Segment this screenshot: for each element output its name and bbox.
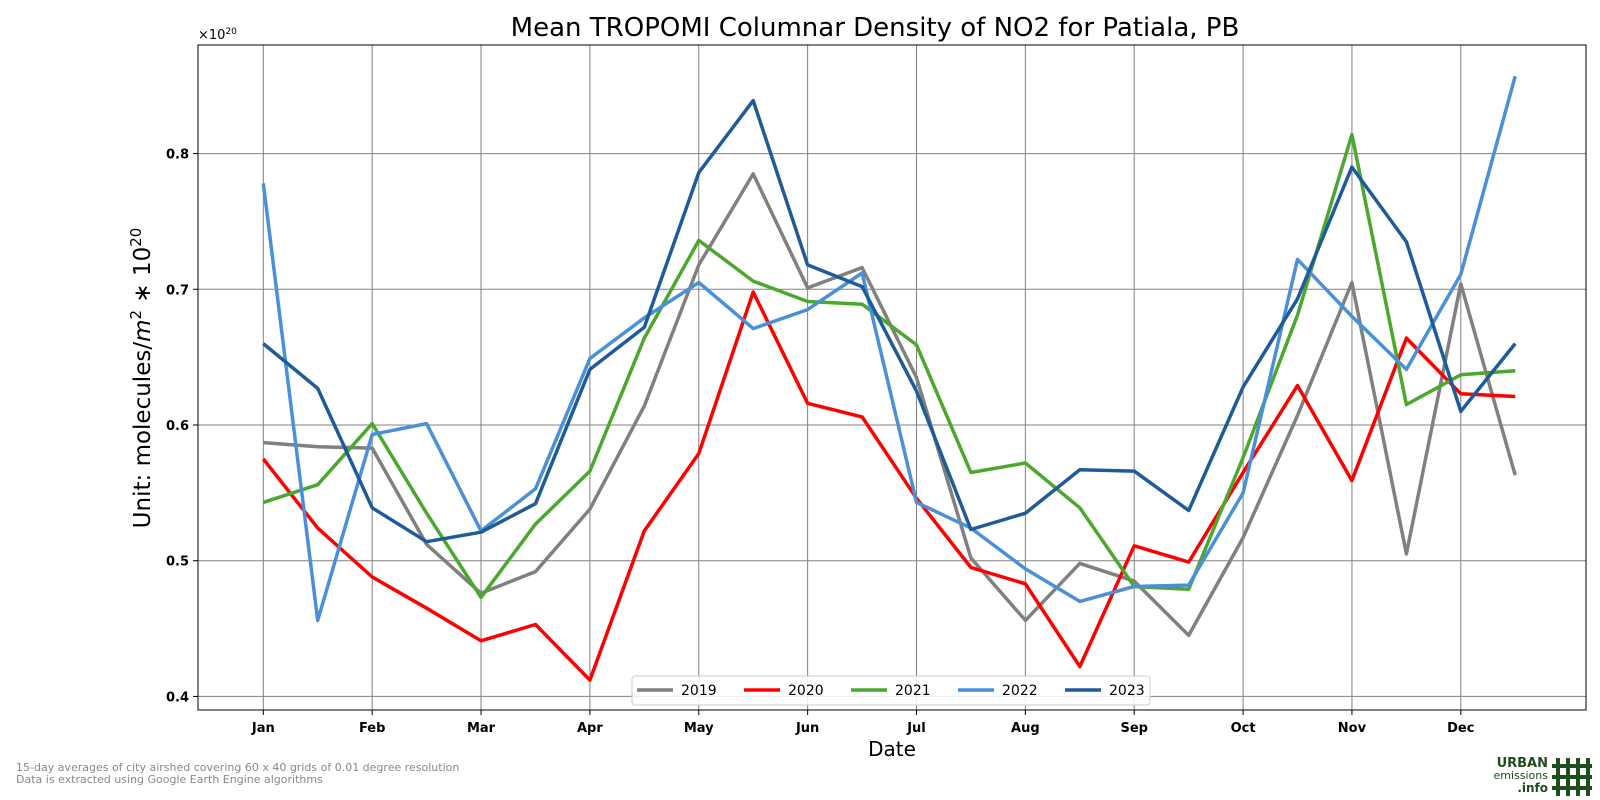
x-tick-label: Sep bbox=[1120, 721, 1148, 736]
logo-line-3: .info bbox=[1517, 781, 1548, 795]
legend-label-2019: 2019 bbox=[681, 683, 717, 699]
y-tick-label: 0.7 bbox=[166, 283, 189, 298]
logo-line-2: emissions bbox=[1493, 769, 1549, 782]
logo-line-1: URBAN bbox=[1496, 756, 1548, 771]
chart-title: Mean TROPOMI Columnar Density of NO2 for… bbox=[511, 13, 1240, 43]
x-axis-ticks: Jan Feb Mar Apr May Jun Jul Aug Sep Oct Nov Dec bbox=[251, 710, 1474, 736]
x-tick-label: Feb bbox=[359, 721, 385, 736]
legend-label-2021: 2021 bbox=[895, 683, 931, 699]
legend: 2019 2020 2021 2022 2023 bbox=[631, 675, 1151, 706]
x-tick-label: Oct bbox=[1231, 721, 1256, 736]
urban-emissions-logo: URBAN emissions .info bbox=[1460, 756, 1592, 796]
footnote-line-2: Data is extracted using Google Earth Eng… bbox=[16, 773, 323, 786]
y-tick-label: 0.8 bbox=[166, 148, 189, 163]
y-tick-label: 0.5 bbox=[166, 555, 189, 570]
x-tick-label: Apr bbox=[577, 721, 603, 736]
series-line-2022 bbox=[261, 75, 1517, 623]
legend-label-2022: 2022 bbox=[1002, 683, 1038, 699]
series-line-2019 bbox=[263, 172, 1517, 638]
gridlines bbox=[198, 45, 1586, 710]
grid-logo-icon bbox=[1552, 758, 1592, 796]
x-tick-label: Jul bbox=[906, 721, 926, 736]
x-tick-label: Dec bbox=[1447, 721, 1474, 736]
x-tick-label: May bbox=[684, 721, 714, 736]
series-line-2021 bbox=[262, 132, 1516, 600]
x-tick-label: Jun bbox=[795, 721, 819, 736]
y-axis-ticks: 0.4 0.5 0.6 0.7 0.8 bbox=[166, 148, 198, 705]
x-axis-label: Date bbox=[868, 737, 916, 761]
series-lines bbox=[261, 75, 1517, 682]
y-tick-label: 0.4 bbox=[166, 690, 189, 705]
x-tick-label: Aug bbox=[1011, 721, 1040, 736]
legend-label-2020: 2020 bbox=[788, 683, 824, 699]
x-tick-label: Mar bbox=[467, 721, 496, 736]
x-tick-label: Nov bbox=[1338, 721, 1367, 736]
footnote-line-1: 15-day averages of city airshed covering… bbox=[16, 761, 460, 774]
legend-box bbox=[631, 675, 1151, 706]
series-line-2023 bbox=[262, 98, 1517, 544]
y-axis-offset-label: ×1020 bbox=[198, 27, 237, 43]
series-line-2020 bbox=[261, 290, 1516, 682]
plot-area-frame bbox=[197, 44, 1587, 711]
y-axis-label: Unit: molecules/m2 ∗ 1020 bbox=[127, 228, 156, 529]
legend-label-2023: 2023 bbox=[1109, 683, 1145, 699]
y-tick-label: 0.6 bbox=[166, 419, 189, 434]
x-tick-label: Jan bbox=[251, 721, 275, 736]
